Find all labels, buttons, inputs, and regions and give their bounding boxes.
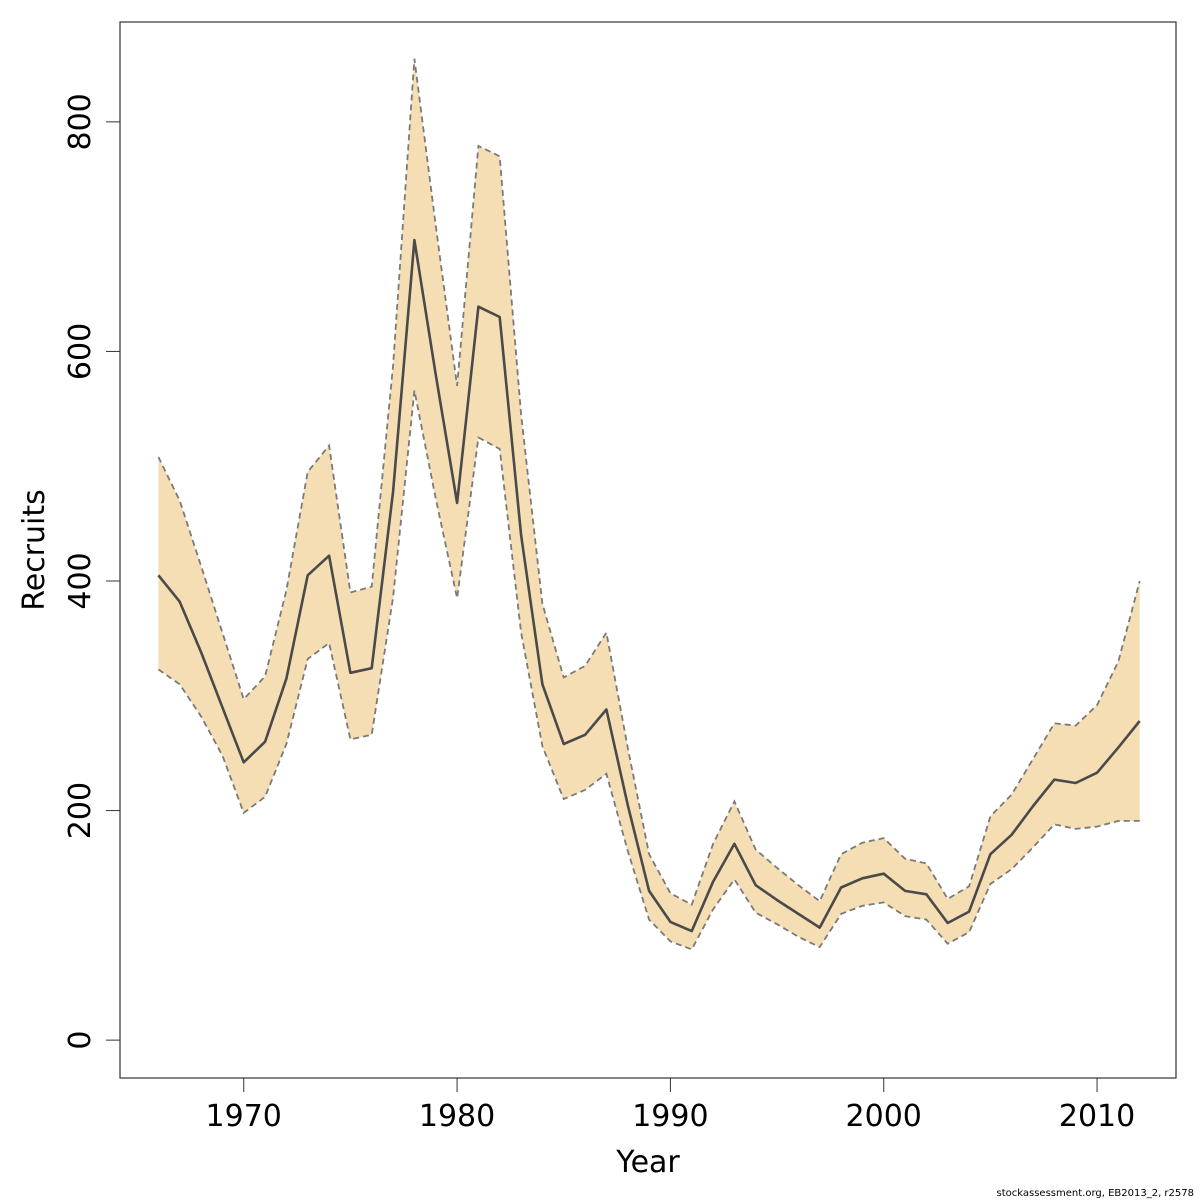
x-axis: 1970 1980 1990 2000 2010 <box>206 1077 1135 1134</box>
estimate-point <box>669 921 671 923</box>
estimate-point <box>1032 805 1034 807</box>
x-tick-label: 2010 <box>1059 1099 1135 1134</box>
estimate-point <box>563 743 565 745</box>
estimate-point <box>840 886 842 888</box>
estimate-point <box>861 877 863 879</box>
estimate-point <box>1011 834 1013 836</box>
estimate-point <box>627 804 629 806</box>
estimate-point <box>264 741 266 743</box>
x-tick-label: 2000 <box>846 1099 922 1134</box>
estimate-point <box>904 890 906 892</box>
estimate-point <box>456 502 458 504</box>
x-tick-label: 1990 <box>632 1099 708 1134</box>
estimate-point <box>755 884 757 886</box>
estimate-point <box>541 683 543 685</box>
estimate-point <box>157 574 159 576</box>
plot-frame <box>119 21 1177 1079</box>
y-axis-title: Recruits <box>17 489 52 611</box>
estimate-point <box>435 373 437 375</box>
estimate-point <box>392 490 394 492</box>
estimate-point <box>285 678 287 680</box>
y-tick-label: 0 <box>63 1031 98 1050</box>
estimate-point <box>712 881 714 883</box>
x-tick-label: 1970 <box>206 1099 282 1134</box>
estimate-point <box>883 873 885 875</box>
recruits-estimate-line <box>157 238 1141 933</box>
confidence-band <box>158 58 1140 950</box>
estimate-point <box>221 706 223 708</box>
estimate-point <box>1117 746 1119 748</box>
y-tick-label: 800 <box>63 93 98 150</box>
estimate-point <box>1075 782 1077 784</box>
estimate-point <box>371 667 373 669</box>
estimate-point <box>1139 720 1141 722</box>
estimate-point <box>925 893 927 895</box>
estimate-point <box>968 911 970 913</box>
estimate-point <box>499 316 501 318</box>
estimate-point <box>797 913 799 915</box>
y-tick-label: 200 <box>63 782 98 839</box>
estimate-point <box>989 853 991 855</box>
estimate-point <box>605 709 607 711</box>
estimate-point <box>691 930 693 932</box>
estimate-point <box>200 651 202 653</box>
y-tick-label: 600 <box>63 323 98 380</box>
y-axis: 0 200 400 600 800 <box>63 93 121 1050</box>
estimate-point <box>328 555 330 557</box>
lower-bound-line <box>157 390 1140 951</box>
estimate-point <box>307 574 309 576</box>
estimate-point <box>584 734 586 736</box>
y-tick-label: 400 <box>63 552 98 609</box>
x-tick-label: 1980 <box>419 1099 495 1134</box>
x-axis-title: Year <box>615 1145 680 1180</box>
estimate-point <box>520 534 522 536</box>
estimate-point <box>947 922 949 924</box>
estimate-point <box>243 761 245 763</box>
estimate-point <box>1053 779 1055 781</box>
upper-bound-line <box>157 58 1141 906</box>
estimate-point <box>648 890 650 892</box>
estimate-point <box>733 843 735 845</box>
estimate-point <box>413 239 415 241</box>
estimate-point <box>349 672 351 674</box>
estimate-point <box>477 306 479 308</box>
source-annotation: stockassessment.org, EB2013_2, r2578 <box>997 1188 1194 1199</box>
estimate-point <box>1096 772 1098 774</box>
estimate-point <box>819 927 821 929</box>
estimate-point <box>179 601 181 603</box>
estimate-point <box>776 899 778 901</box>
